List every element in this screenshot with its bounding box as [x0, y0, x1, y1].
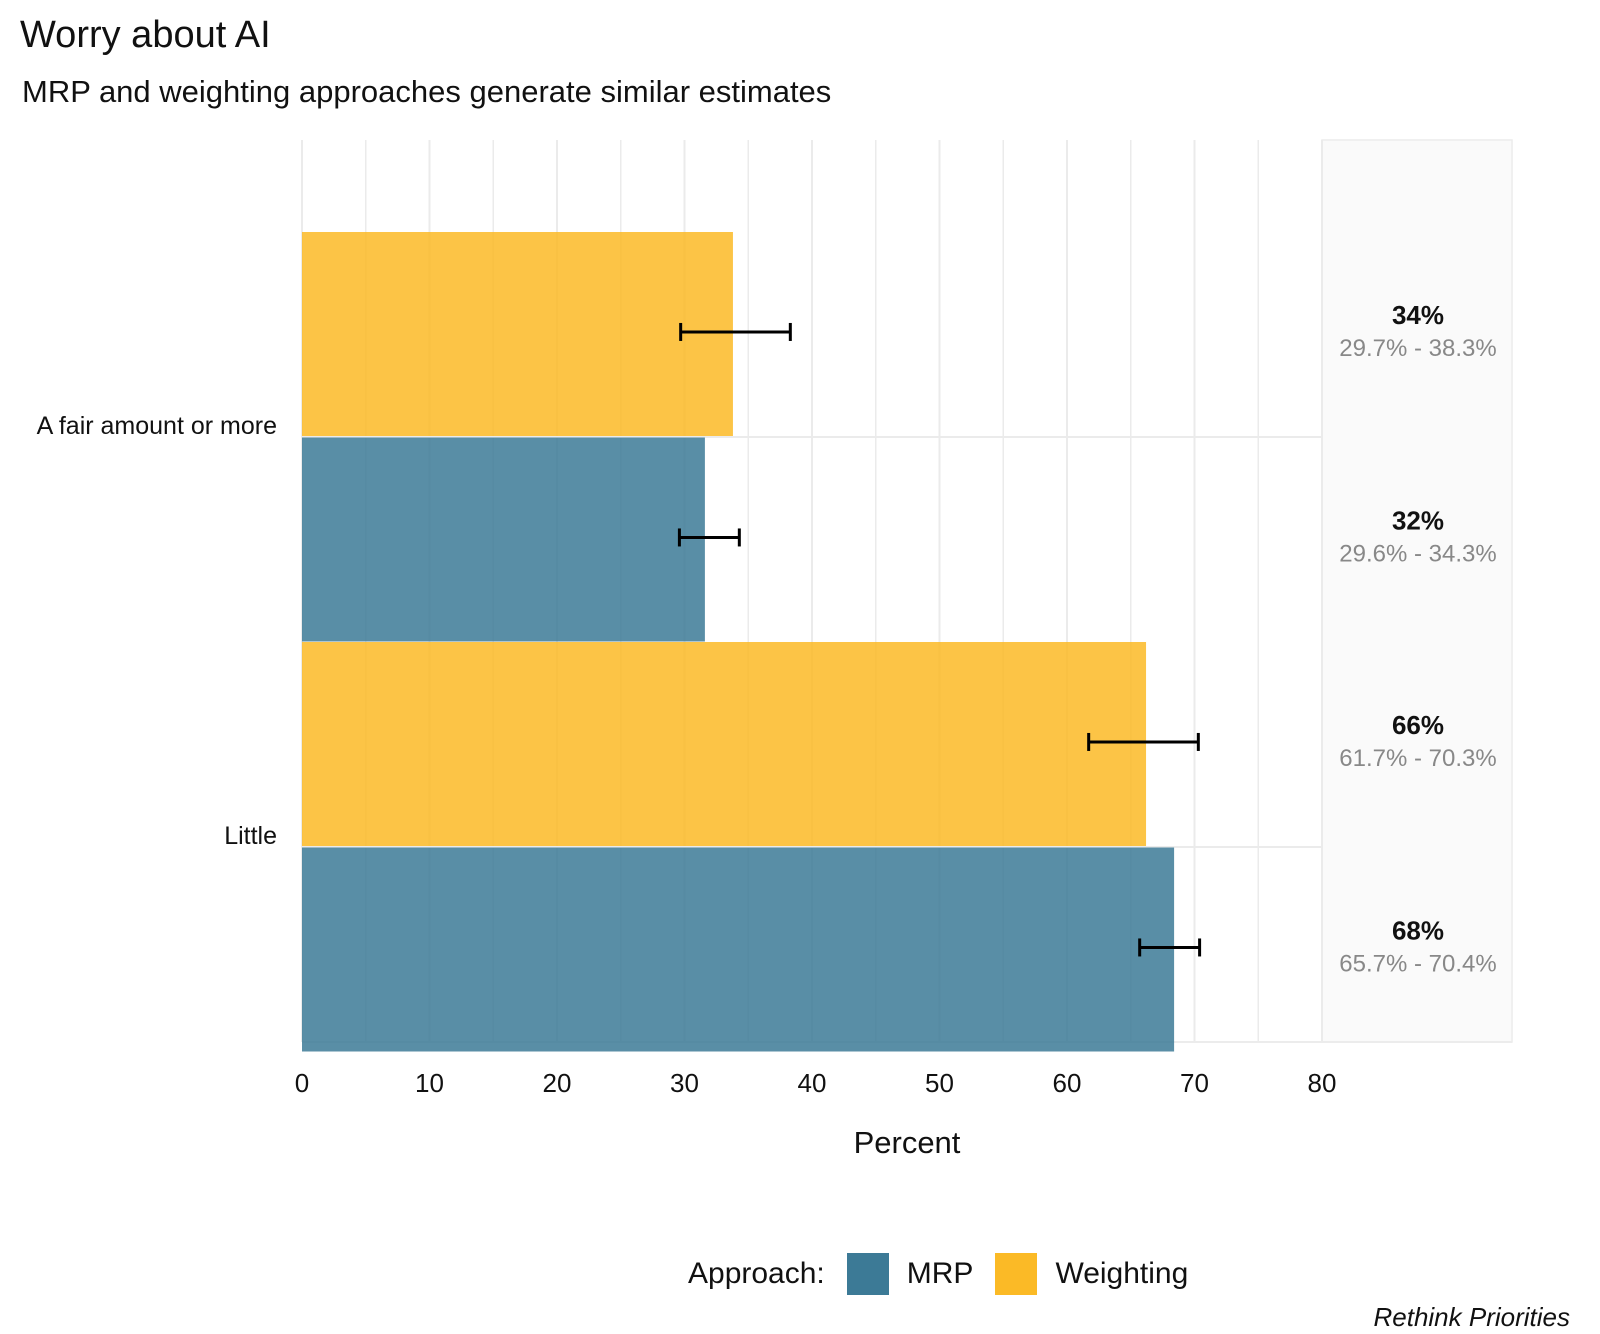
value-label: 34%: [1392, 300, 1444, 330]
legend-swatch-weighting: [995, 1253, 1038, 1295]
bar-weighting-0: [302, 232, 733, 436]
ci-label: 61.7% - 70.3%: [1339, 745, 1496, 772]
bar-mrp-0: [302, 437, 705, 642]
legend-label-mrp: MRP: [906, 1257, 974, 1290]
ci-label: 29.7% - 38.3%: [1339, 335, 1496, 362]
legend-label-weighting: Weighting: [1055, 1257, 1189, 1290]
legend-swatch-mrp: [846, 1253, 889, 1295]
x-tick-label: 10: [415, 1068, 444, 1098]
bar-weighting-1: [302, 642, 1147, 846]
caption: Rethink Priorities: [1373, 1302, 1570, 1332]
legend: Approach: MRP Weighting: [688, 1253, 1210, 1295]
x-tick-label: 70: [1180, 1068, 1209, 1098]
x-tick-label: 40: [798, 1068, 827, 1098]
value-label: 32%: [1392, 505, 1444, 535]
chart-title: Worry about AI: [20, 14, 271, 56]
value-label: 68%: [1392, 915, 1444, 945]
ci-label: 65.7% - 70.4%: [1339, 950, 1496, 977]
bar-mrp-1: [302, 847, 1175, 1052]
chart-subtitle: MRP and weighting approaches generate si…: [22, 74, 832, 109]
x-tick-label: 50: [925, 1068, 954, 1098]
x-tick-label: 60: [1053, 1068, 1082, 1098]
x-tick-label: 20: [543, 1068, 572, 1098]
label-strip-background: [1321, 139, 1513, 1043]
legend-item-mrp: MRP: [846, 1253, 974, 1295]
value-label: 66%: [1392, 710, 1444, 740]
legend-title: Approach:: [688, 1257, 825, 1290]
category-label: Little: [224, 822, 277, 850]
category-label: A fair amount or more: [37, 412, 277, 440]
x-tick-label: 80: [1308, 1068, 1337, 1098]
legend-item-weighting: Weighting: [995, 1253, 1188, 1295]
ci-label: 29.6% - 34.3%: [1339, 540, 1496, 567]
x-tick-label: 30: [670, 1068, 699, 1098]
x-tick-label: 0: [295, 1068, 309, 1098]
x-axis-label: Percent: [854, 1125, 961, 1160]
